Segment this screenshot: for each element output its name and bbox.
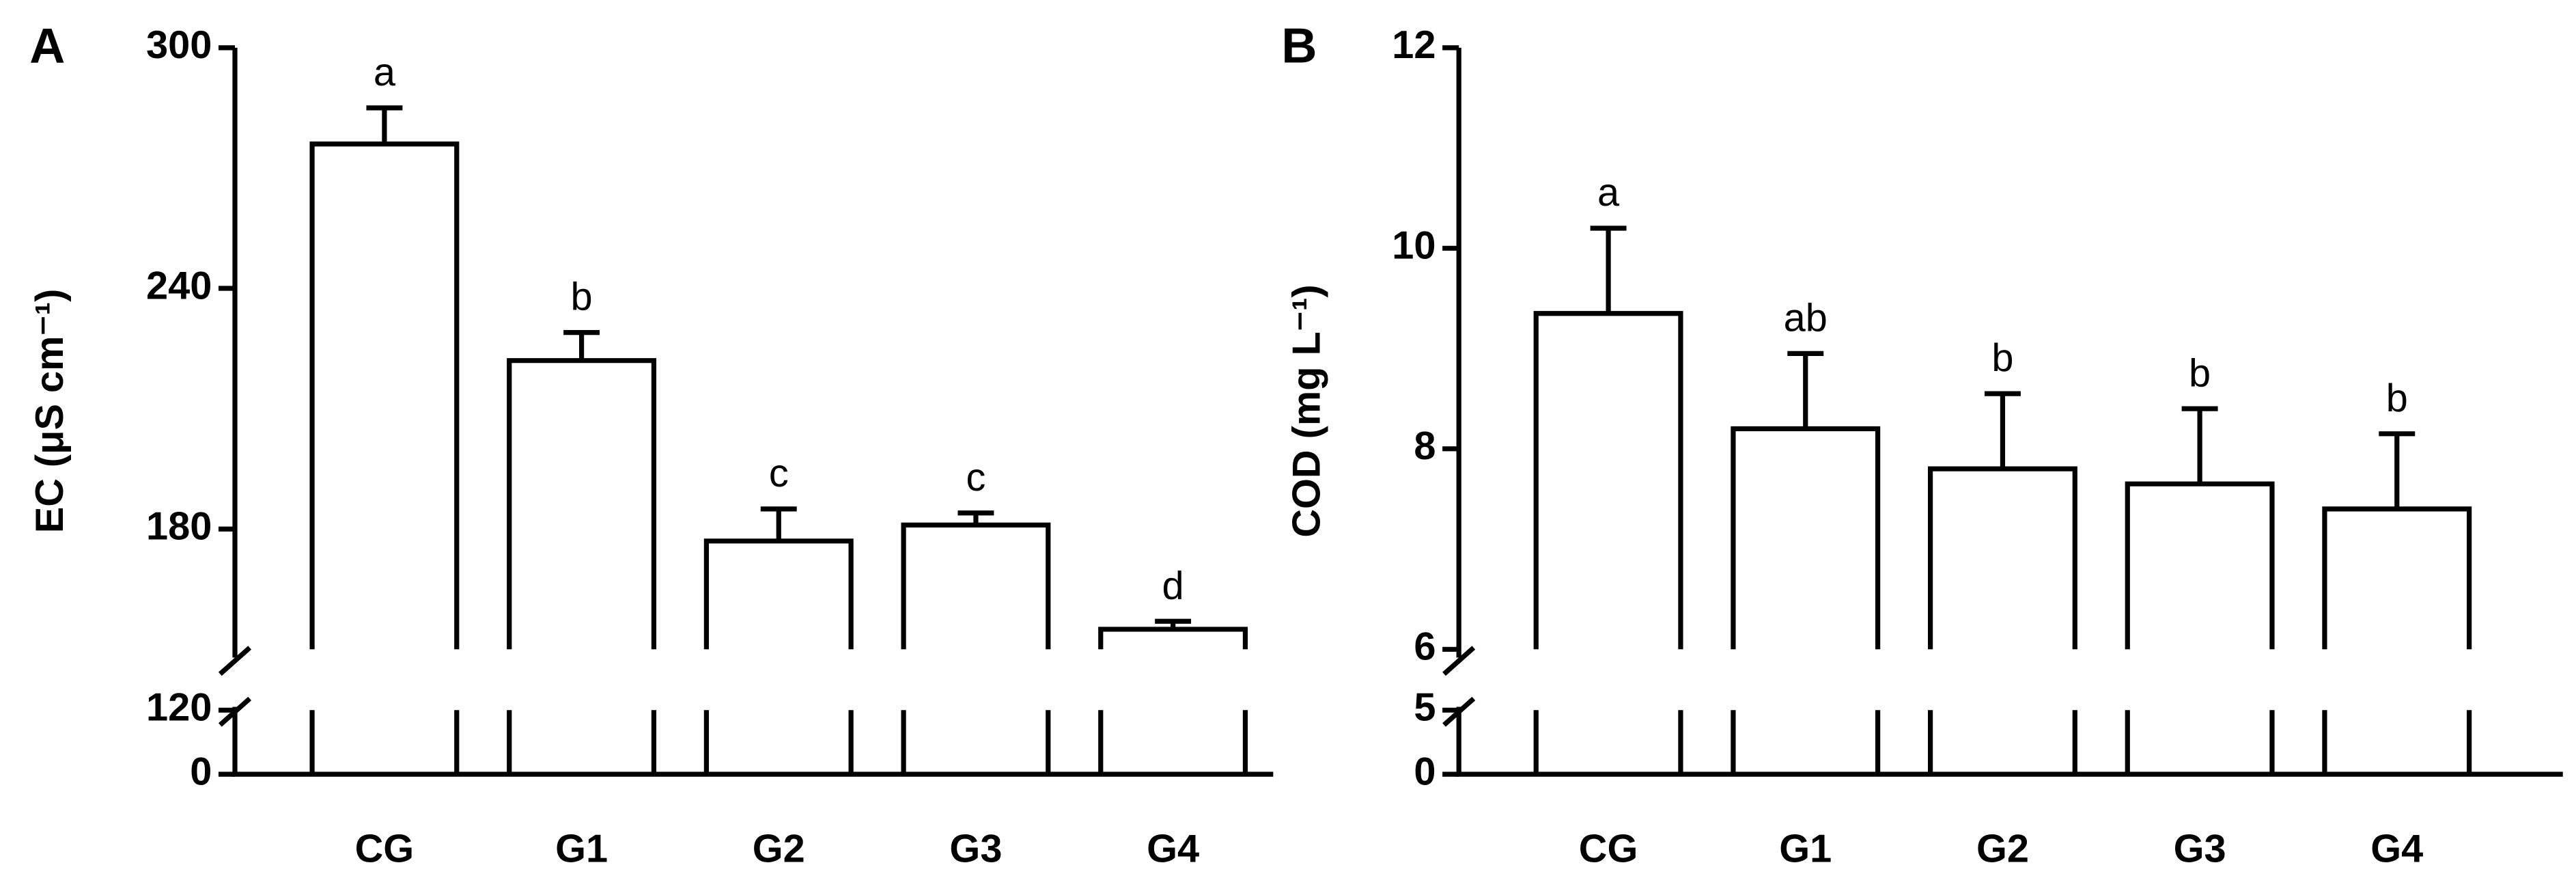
bar xyxy=(1927,466,2077,775)
y-tick-label: 0 xyxy=(190,750,212,793)
bar xyxy=(901,522,1051,775)
x-tick-label: G2 xyxy=(1976,827,2029,871)
x-tick-label: G1 xyxy=(1779,827,1832,871)
bar xyxy=(703,538,854,775)
bar xyxy=(2125,481,2275,775)
bar xyxy=(507,358,657,775)
y-axis-label: COD (mg L⁻¹) xyxy=(1285,284,1329,537)
y-tick-label: 5 xyxy=(1414,686,1436,730)
y-tick-label: 12 xyxy=(1392,23,1436,67)
significance-letter: ab xyxy=(1784,297,1828,340)
panel-label: B xyxy=(1281,18,1317,73)
x-tick-label: CG xyxy=(1579,827,1638,871)
significance-letter: b xyxy=(571,275,593,319)
x-tick-label: CG xyxy=(355,827,415,871)
significance-letter: a xyxy=(374,51,396,94)
bar xyxy=(309,141,460,775)
axis-break xyxy=(218,646,252,727)
y-tick-label: 10 xyxy=(1392,224,1436,268)
x-tick-label: G4 xyxy=(2370,827,2423,871)
y-tick-label: 6 xyxy=(1414,625,1436,669)
significance-letter: a xyxy=(1597,171,1620,215)
y-tick-label: 300 xyxy=(146,23,212,67)
y-tick-label: 120 xyxy=(146,686,212,730)
x-tick-label: G2 xyxy=(753,827,805,871)
significance-letter: c xyxy=(966,456,986,499)
y-tick-label: 8 xyxy=(1414,424,1436,468)
y-tick-label: 180 xyxy=(146,504,212,548)
y-tick-label: 0 xyxy=(1414,750,1436,793)
x-tick-label: G3 xyxy=(949,827,1002,871)
bar xyxy=(2322,506,2472,775)
significance-letter: b xyxy=(2386,376,2408,420)
x-tick-label: G1 xyxy=(555,827,608,871)
y-axis-label: EC (μS cm⁻¹) xyxy=(28,289,72,534)
bar xyxy=(1533,311,1683,775)
x-tick-label: G4 xyxy=(1147,827,1199,871)
significance-letter: d xyxy=(1162,564,1184,607)
significance-letter: b xyxy=(2189,351,2211,395)
bar xyxy=(1731,426,1881,775)
significance-letter: c xyxy=(769,452,789,495)
x-tick-label: G3 xyxy=(2174,827,2226,871)
axis-break xyxy=(1442,646,1476,727)
significance-letter: b xyxy=(1991,336,2013,380)
bar xyxy=(1098,627,1248,775)
y-tick-label: 240 xyxy=(146,264,212,307)
panel-label: A xyxy=(29,18,65,73)
